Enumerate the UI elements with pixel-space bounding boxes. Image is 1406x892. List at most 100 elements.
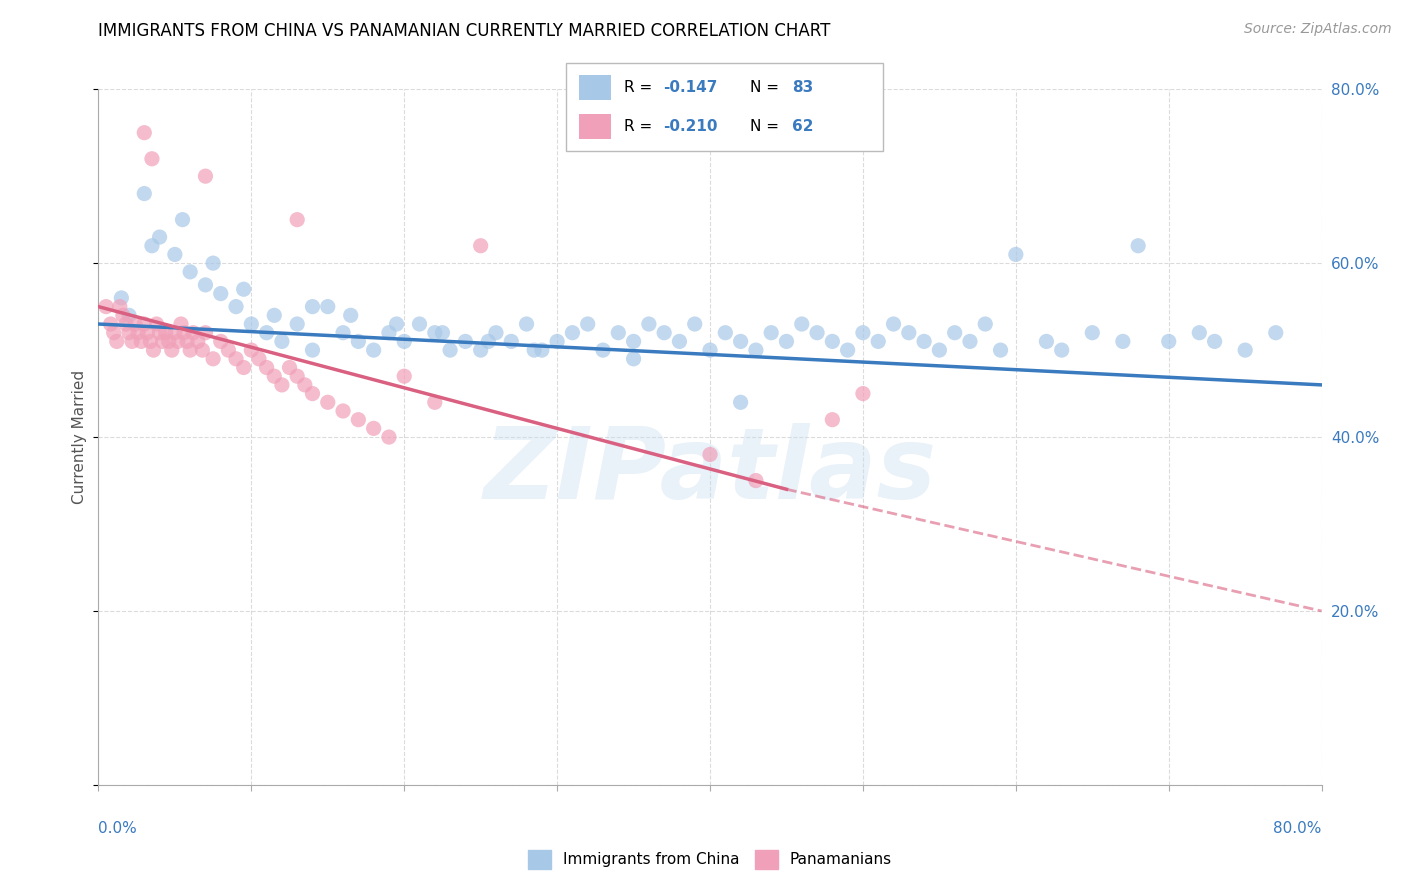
Point: [301, 343, 323, 358]
Point: [1264, 326, 1286, 340]
Point: [1188, 326, 1211, 340]
Point: [285, 212, 308, 227]
Point: [821, 412, 844, 426]
Point: [897, 326, 920, 340]
Point: [139, 334, 162, 349]
Point: [745, 343, 768, 358]
Point: [301, 386, 323, 401]
Point: [127, 326, 149, 340]
Point: [347, 334, 370, 349]
Point: [683, 317, 706, 331]
Point: [155, 326, 177, 340]
Point: [294, 377, 316, 392]
Point: [194, 326, 217, 340]
Point: [136, 326, 159, 340]
Point: [247, 351, 270, 366]
Point: [176, 334, 198, 349]
Point: [181, 326, 204, 340]
Point: [470, 343, 492, 358]
Point: [152, 334, 174, 349]
Point: [149, 230, 172, 244]
Point: [285, 369, 308, 384]
Point: [852, 386, 875, 401]
Point: [1204, 334, 1226, 349]
Point: [806, 326, 828, 340]
Point: [134, 317, 156, 331]
Point: [775, 334, 797, 349]
Point: [339, 309, 361, 323]
Point: [378, 326, 401, 340]
Point: [821, 334, 844, 349]
Point: [179, 265, 201, 279]
Point: [516, 317, 538, 331]
Point: [1081, 326, 1104, 340]
Point: [145, 317, 167, 331]
Text: -0.210: -0.210: [662, 120, 717, 134]
Text: R =: R =: [624, 120, 657, 134]
Point: [194, 277, 217, 292]
Point: [263, 369, 285, 384]
Point: [576, 317, 599, 331]
Text: Source: ZipAtlas.com: Source: ZipAtlas.com: [1244, 22, 1392, 37]
Point: [191, 343, 214, 358]
Text: -0.147: -0.147: [662, 80, 717, 95]
Point: [118, 326, 141, 340]
Point: [561, 326, 583, 340]
Point: [883, 317, 905, 331]
Point: [363, 421, 385, 435]
Point: [928, 343, 950, 358]
FancyBboxPatch shape: [579, 114, 610, 139]
Point: [761, 326, 783, 340]
Point: [1157, 334, 1180, 349]
Point: [1050, 343, 1073, 358]
Point: [194, 169, 217, 184]
Point: [423, 395, 446, 409]
Point: [943, 326, 966, 340]
Point: [141, 152, 163, 166]
Text: N =: N =: [749, 120, 783, 134]
Point: [173, 326, 195, 340]
Point: [202, 256, 225, 270]
FancyBboxPatch shape: [565, 63, 883, 151]
Point: [232, 282, 254, 296]
Point: [439, 343, 461, 358]
Point: [714, 326, 737, 340]
Point: [730, 395, 752, 409]
Point: [240, 343, 263, 358]
Point: [225, 300, 247, 314]
Text: 62: 62: [792, 120, 814, 134]
Point: [105, 334, 128, 349]
Point: [470, 238, 492, 253]
Text: N =: N =: [749, 80, 783, 95]
Point: [187, 334, 209, 349]
Point: [316, 395, 339, 409]
Text: 0.0%: 0.0%: [98, 821, 138, 836]
Legend: Immigrants from China, Panamanians: Immigrants from China, Panamanians: [522, 844, 898, 875]
Point: [501, 334, 523, 349]
Point: [607, 326, 630, 340]
Text: 83: 83: [792, 80, 813, 95]
Point: [546, 334, 568, 349]
Point: [530, 343, 553, 358]
Point: [163, 247, 186, 261]
Point: [332, 326, 354, 340]
Point: [652, 326, 675, 340]
Point: [141, 238, 163, 253]
Point: [225, 351, 247, 366]
Point: [699, 343, 721, 358]
Point: [912, 334, 935, 349]
Point: [454, 334, 477, 349]
Point: [172, 212, 194, 227]
FancyBboxPatch shape: [579, 75, 610, 100]
Point: [868, 334, 890, 349]
Point: [110, 291, 132, 305]
Text: 80.0%: 80.0%: [1274, 821, 1322, 836]
Point: [408, 317, 430, 331]
Point: [115, 317, 138, 331]
Point: [477, 334, 499, 349]
Point: [209, 334, 232, 349]
Point: [179, 343, 201, 358]
Point: [100, 317, 122, 331]
Point: [103, 326, 125, 340]
Point: [668, 334, 690, 349]
